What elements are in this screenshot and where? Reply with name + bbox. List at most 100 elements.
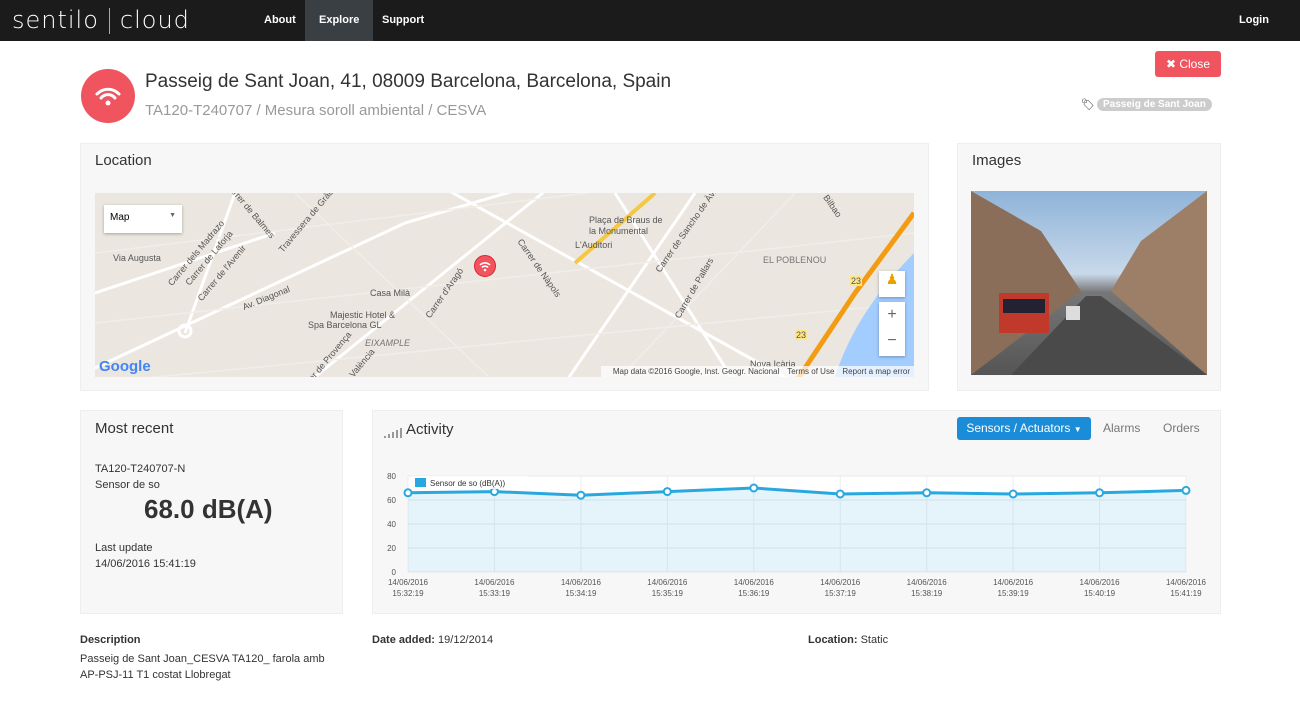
terms-link[interactable]: Terms of Use xyxy=(787,367,835,376)
report-error-link[interactable]: Report a map error xyxy=(842,367,910,376)
latest-value: 68.0 dB(A) xyxy=(144,494,273,524)
data-point xyxy=(922,488,932,498)
legend-label: Sensor de so (dB(A)) xyxy=(430,479,505,488)
location-type: Location: Static xyxy=(808,634,888,646)
x-tick-label: 14/06/2016 xyxy=(388,578,429,587)
google-logo: Google xyxy=(99,358,151,375)
date-added-value: 19/12/2014 xyxy=(438,634,494,646)
x-tick-label: 14/06/2016 xyxy=(647,578,688,587)
x-tick-label: 15:41:19 xyxy=(1170,589,1202,598)
images-title: Images xyxy=(972,152,1022,169)
nav-support[interactable]: Support xyxy=(382,14,425,26)
most-recent-title: Most recent xyxy=(95,420,174,437)
data-point xyxy=(489,487,499,497)
y-tick-label: 40 xyxy=(387,520,396,529)
data-point xyxy=(835,489,845,499)
signal-bars-icon xyxy=(384,425,402,443)
nav-about[interactable]: About xyxy=(264,14,296,26)
x-tick-label: 15:39:19 xyxy=(998,589,1030,598)
street-photo-drawing xyxy=(971,191,1207,375)
tag-badge[interactable]: Passeig de Sant Joan xyxy=(1097,98,1212,111)
x-tick-label: 14/06/2016 xyxy=(734,578,775,587)
map-type-select[interactable]: Map ▼ xyxy=(104,205,182,233)
map-label: Via Augusta xyxy=(113,253,161,263)
data-point xyxy=(1181,485,1191,495)
last-update-value: 14/06/2016 15:41:19 xyxy=(95,558,196,570)
date-added-label: Date added: xyxy=(372,634,435,646)
map-label: Casa Milà xyxy=(370,288,411,298)
data-point xyxy=(1008,489,1018,499)
zoom-control: + − xyxy=(879,302,905,356)
map-label: EIXAMPLE xyxy=(365,338,411,348)
caret-down-icon: ▼ xyxy=(1073,425,1082,434)
map-label: Spa Barcelona GL xyxy=(308,320,382,330)
map[interactable]: Carrer de Balmes Travessera de Gràcia Vi… xyxy=(95,193,914,377)
x-tick-label: 14/06/2016 xyxy=(820,578,861,587)
sensors-actuators-dropdown[interactable]: Sensors / Actuators ▼ xyxy=(957,417,1091,440)
x-tick-label: 15:38:19 xyxy=(911,589,943,598)
sensor-name: Sensor de so xyxy=(95,479,160,491)
x-tick-label: 14/06/2016 xyxy=(474,578,515,587)
x-tick-label: 14/06/2016 xyxy=(561,578,602,587)
page-subtitle: TA120-T240707 / Mesura soroll ambiental … xyxy=(145,102,487,119)
map-label: la Monumental xyxy=(589,226,649,236)
chevron-down-icon: ▼ xyxy=(169,212,176,219)
last-update-label: Last update xyxy=(95,542,153,554)
logo-divider xyxy=(108,8,110,34)
x-tick-label: 15:37:19 xyxy=(825,589,857,598)
close-button[interactable]: ✖ Close xyxy=(1155,51,1221,77)
zoom-out-button[interactable]: − xyxy=(887,332,897,349)
date-added: Date added: 19/12/2014 xyxy=(372,634,493,646)
sensor-id: TA120-T240707-N xyxy=(95,463,186,475)
location-type-value: Static xyxy=(860,634,889,646)
x-tick-label: 14/06/2016 xyxy=(1166,578,1207,587)
nav-explore[interactable]: Explore xyxy=(305,0,374,41)
series-area xyxy=(408,488,1186,572)
street-view-pegman-icon[interactable]: ♟ xyxy=(879,271,905,297)
data-point xyxy=(576,490,586,500)
data-point xyxy=(749,483,759,493)
x-tick-label: 14/06/2016 xyxy=(907,578,948,587)
wifi-signal-icon xyxy=(81,69,135,123)
map-label: L'Auditori xyxy=(575,240,613,250)
x-tick-label: 14/06/2016 xyxy=(1080,578,1121,587)
legend-box xyxy=(412,476,528,489)
tab-orders[interactable]: Orders xyxy=(1163,421,1200,435)
description-text: Passeig de Sant Joan_CESVA TA120_ farola… xyxy=(80,653,325,681)
y-tick-label: 20 xyxy=(387,544,396,553)
sentilo-logo[interactable]: sentilo cloud xyxy=(12,6,190,34)
data-point xyxy=(1095,488,1105,498)
y-tick-label: 0 xyxy=(392,568,397,577)
data-point xyxy=(662,487,672,497)
highway-shield: 23 xyxy=(795,330,808,340)
sensors-tab-label: Sensors / Actuators xyxy=(966,421,1071,435)
attribution-text: Map data ©2016 Google, Inst. Geogr. Naci… xyxy=(612,367,780,376)
y-tick-label: 60 xyxy=(387,496,396,505)
map-roads xyxy=(95,193,914,377)
logo-text-cloud: cloud xyxy=(119,6,190,34)
zoom-in-button[interactable]: + xyxy=(887,306,897,323)
location-title: Location xyxy=(95,152,152,169)
navbar: sentilo cloud About Explore Support Login xyxy=(0,0,1300,41)
nav-login[interactable]: Login xyxy=(1239,14,1269,26)
series-line xyxy=(407,486,1187,497)
highway-shield: 23 xyxy=(850,276,863,286)
logo-text: sentilo xyxy=(12,6,99,34)
map-label: Nova Icària xyxy=(750,359,796,369)
map-attribution: Map data ©2016 Google, Inst. Geogr. Naci… xyxy=(600,366,914,377)
x-tick-label: 14/06/2016 xyxy=(993,578,1034,587)
sensor-marker[interactable] xyxy=(474,255,496,277)
legend-swatch xyxy=(415,478,426,487)
description-label: Description xyxy=(80,634,141,646)
most-recent-panel xyxy=(80,410,343,614)
map-type-label: Map xyxy=(110,212,130,223)
map-label: EL POBLENOU xyxy=(763,255,827,265)
tab-alarms[interactable]: Alarms xyxy=(1103,421,1141,435)
tags-icon: 🏷 xyxy=(1081,99,1095,111)
x-tick-label: 15:33:19 xyxy=(479,589,511,598)
x-tick-label: 15:35:19 xyxy=(652,589,684,598)
street-photo[interactable] xyxy=(971,191,1207,375)
x-tick-label: 15:32:19 xyxy=(392,589,424,598)
x-tick-label: 15:36:19 xyxy=(738,589,770,598)
activity-chart: 0 20 40 60 80 14/06/2016 15:32:19 14/06/2016 15:… xyxy=(387,472,1207,598)
